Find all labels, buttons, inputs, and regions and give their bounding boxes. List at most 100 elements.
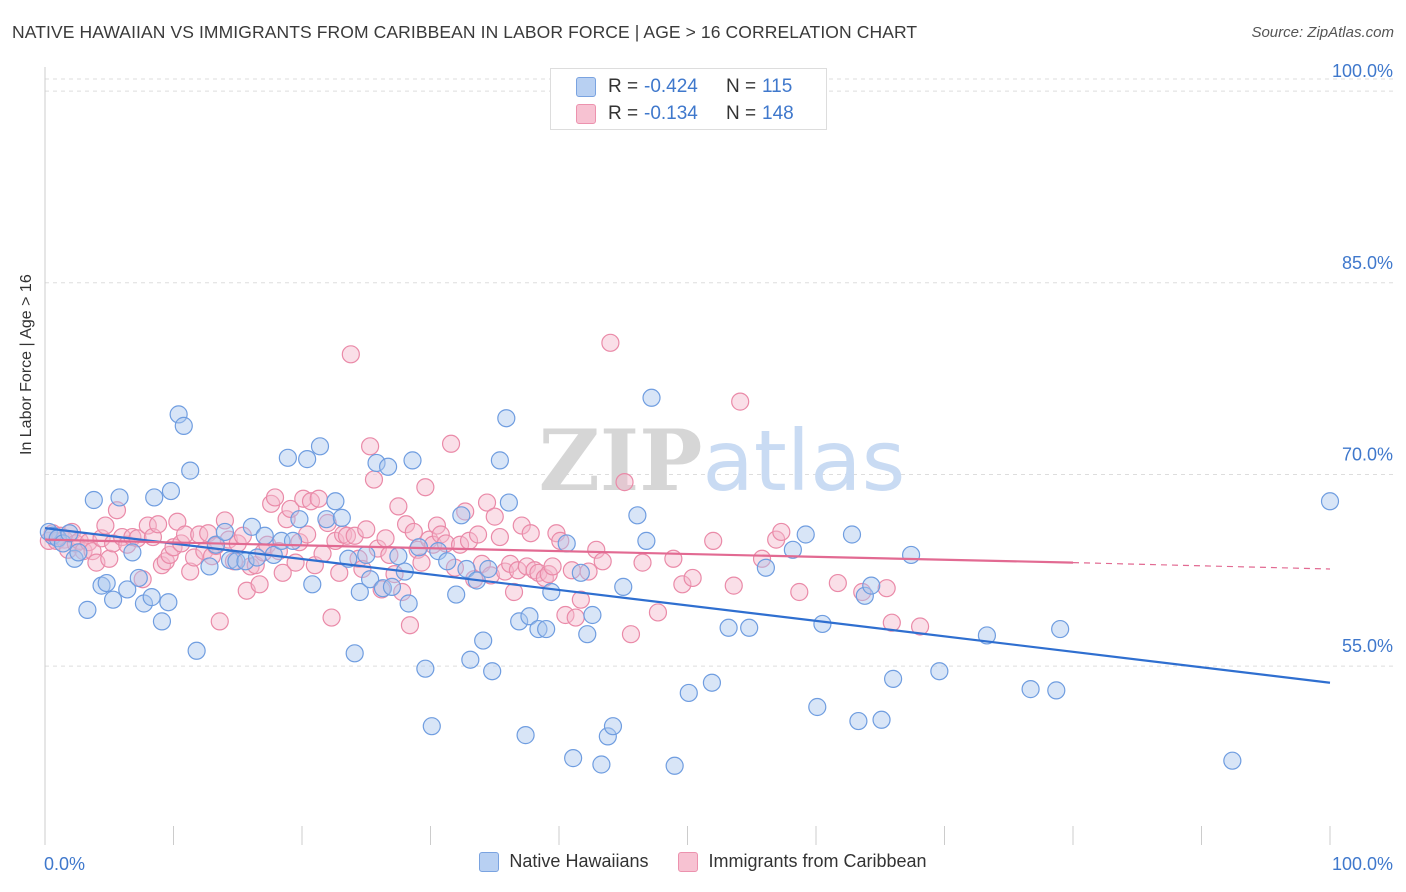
data-point-caribbean [322,608,341,627]
data-point-native-hawaiian [1051,619,1070,639]
data-point-caribbean [181,562,200,581]
data-point-caribbean [485,507,504,526]
y-tick-label: 55.0% [1342,636,1393,656]
watermark-zip: ZIP [539,411,703,510]
data-point-native-hawaiian [317,510,336,529]
data-point-native-hawaiian [901,545,921,565]
data-point-caribbean [587,540,606,559]
data-point-caribbean [250,575,269,594]
data-point-native-hawaiian [278,448,297,467]
data-point-native-hawaiian [161,481,181,501]
data-point-native-hawaiian [97,573,116,593]
data-point-native-hawaiian [702,673,722,692]
trend-lines [44,527,1331,684]
data-point-native-hawaiian [181,461,200,480]
data-point-native-hawaiian [389,547,408,566]
n-label: N = [726,76,757,97]
data-point-caribbean [364,470,384,489]
legend-row-caribbean: R = -0.134 N = 148 [576,101,794,127]
r-label: R = [608,76,639,97]
data-point-caribbean [83,542,102,561]
data-point-caribbean [724,576,743,595]
data-point-native-hawaiian [578,625,597,644]
data-point-caribbean [376,529,395,548]
data-point-native-hawaiian [1021,680,1040,699]
data-point-native-hawaiian [537,619,556,639]
x-tick-label: 100.0% [1332,854,1393,874]
data-point-caribbean [571,590,590,609]
y-tick-label: 70.0% [1342,444,1393,464]
data-point-caribbean [313,544,332,563]
data-point-native-hawaiian [84,490,103,510]
data-point-native-hawaiian [118,580,137,599]
data-point-caribbean [772,522,791,542]
data-point-caribbean [521,524,540,543]
data-point-native-hawaiian [438,552,457,571]
data-point-native-hawaiian [187,641,206,660]
data-point-caribbean [593,552,612,571]
data-point-caribbean [579,562,598,581]
data-point-native-hawaiian [303,575,322,594]
legend-item-caribbean[interactable]: Immigrants from Caribbean [678,851,927,872]
data-point-native-hawaiian [92,576,111,595]
y-tick-label: 100.0% [1332,61,1393,81]
data-point-caribbean [396,515,416,534]
data-point-caribbean [96,516,115,535]
data-point-native-hawaiian [756,558,775,577]
data-point-caribbean [309,489,328,508]
data-point-caribbean [601,333,620,352]
data-point-native-hawaiian [220,550,240,570]
data-point-caribbean [341,345,360,364]
data-point-native-hawaiian [145,488,164,507]
data-point-native-hawaiian [345,644,364,663]
data-point-caribbean [441,434,461,453]
data-point-native-hawaiian [69,543,88,562]
data-point-caribbean [368,539,387,558]
data-point-native-hawaiian [665,756,684,775]
data-point-native-hawaiian [399,594,418,613]
data-point-caribbean [393,582,412,602]
data-point-caribbean [910,617,930,636]
data-point-caribbean [704,531,723,550]
data-point-caribbean [104,534,123,553]
r-value: -0.424 [644,76,698,97]
n-label: N = [726,103,757,124]
data-point-native-hawaiian [242,517,261,536]
data-point-native-hawaiian [542,582,561,602]
legend-item-native-hawaiians[interactable]: Native Hawaiians [479,851,648,872]
data-point-native-hawaiian [382,577,402,596]
data-point-native-hawaiian [457,559,476,579]
data-point-native-hawaiian [142,588,161,607]
y-tick-label: 85.0% [1342,253,1393,273]
data-point-native-hawaiian [855,586,874,605]
data-point-native-hawaiian [479,559,498,579]
legend-label: Immigrants from Caribbean [708,851,927,871]
legend-swatch-pink [576,104,596,124]
data-point-native-hawaiian [883,669,903,688]
data-point-native-hawaiian [447,585,466,604]
data-point-native-hawaiian [123,543,142,562]
data-point-caribbean [400,616,420,635]
data-point-native-hawaiian [872,710,891,729]
data-point-native-hawaiian [930,662,949,681]
data-point-caribbean [566,608,585,627]
data-point-native-hawaiian [516,726,535,745]
data-point-native-hawaiian [403,451,422,470]
data-point-native-hawaiian [719,618,738,637]
data-point-native-hawaiian [283,531,303,550]
data-point-native-hawaiian [326,492,345,511]
data-point-caribbean [273,563,292,582]
series-native-hawaiians-points [39,388,1340,775]
data-point-caribbean [404,522,423,542]
data-point-native-hawaiian [679,683,698,703]
data-point-native-hawaiian [332,508,351,527]
trend-line-caribbean-extension [1072,562,1331,570]
data-point-native-hawaiian [367,453,386,473]
data-point-native-hawaiian [628,506,647,525]
data-point-caribbean [877,579,896,598]
data-point-native-hawaiian [796,525,815,544]
data-point-caribbean [416,478,435,497]
x-tick-label: 0.0% [44,854,85,874]
data-point-native-hawaiian [557,534,576,553]
data-point-native-hawaiian [152,612,172,631]
